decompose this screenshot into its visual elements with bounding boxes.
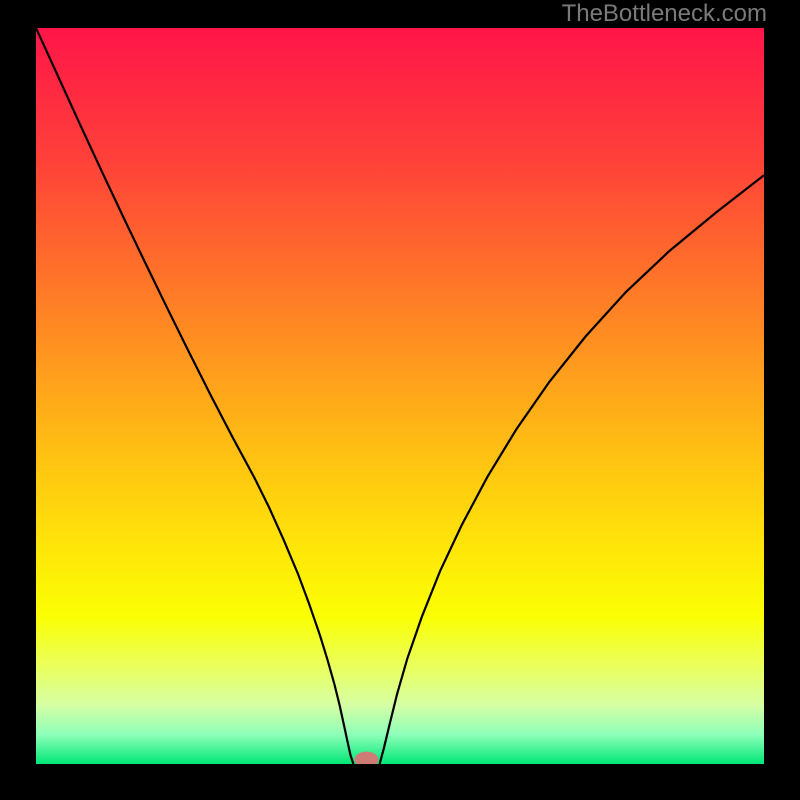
curve-right-branch <box>380 175 764 764</box>
plot-area <box>36 28 764 764</box>
chart-stage: TheBottleneck.com <box>0 0 800 800</box>
curve-left-branch <box>36 28 353 764</box>
watermark-text: TheBottleneck.com <box>562 0 767 28</box>
curve-layer <box>36 28 764 764</box>
minimum-marker <box>355 752 379 764</box>
